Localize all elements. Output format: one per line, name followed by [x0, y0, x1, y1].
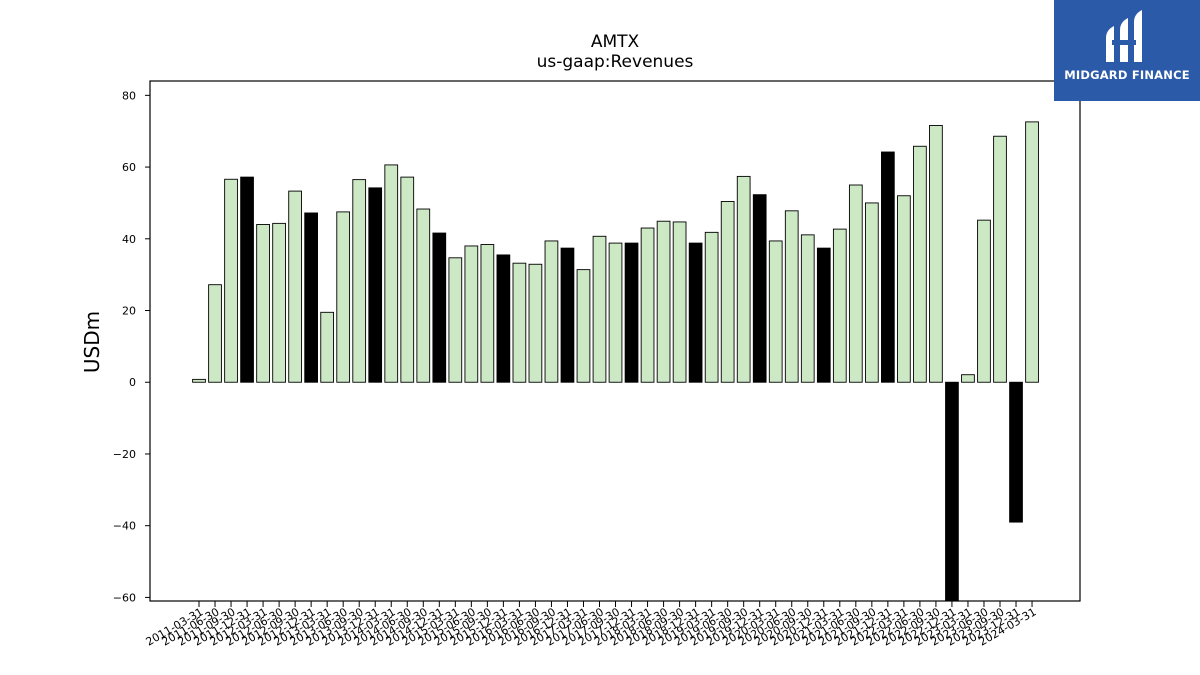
bar [432, 232, 447, 383]
logo-text: MIDGARD FINANCE [1064, 68, 1190, 82]
bar [464, 245, 479, 383]
bar [897, 195, 911, 383]
bars [192, 121, 1039, 602]
bar [864, 202, 879, 383]
bar [256, 223, 270, 383]
bar [544, 240, 559, 383]
bar [977, 219, 991, 383]
bar [768, 240, 783, 383]
bar [832, 228, 847, 383]
bar [560, 247, 575, 383]
chart-title: AMTX [590, 32, 640, 52]
y-tick-label: 0 [129, 376, 136, 389]
bar [224, 178, 238, 383]
bar [496, 254, 511, 383]
bar [400, 176, 415, 383]
bar [945, 381, 959, 602]
bar [240, 176, 254, 383]
bar [624, 242, 639, 383]
chart-subtitle: us-gaap:Revenues [536, 52, 694, 72]
bar [576, 269, 591, 383]
y-tick-label: −20 [113, 448, 136, 461]
bar [1025, 121, 1039, 383]
bar [592, 235, 607, 383]
bar [608, 242, 623, 383]
bar [1009, 381, 1023, 523]
bar [528, 263, 543, 383]
bar [352, 179, 367, 383]
bar [848, 184, 863, 383]
bar [736, 175, 751, 383]
bar [672, 221, 687, 383]
plot-frame [149, 80, 1081, 602]
bar [512, 262, 527, 383]
y-axis-ticks: 80 60 40 20 0 −20 −40 −60 [113, 89, 150, 604]
bar [336, 211, 351, 383]
bar [656, 220, 671, 383]
bar [816, 247, 831, 383]
bar [688, 242, 703, 383]
bar [192, 378, 206, 383]
y-tick-label: 80 [122, 89, 136, 102]
y-axis-label: USDm [80, 311, 104, 373]
midgard-finance-logo: MIDGARD FINANCE [1054, 0, 1200, 101]
bar [304, 212, 318, 383]
x-axis-ticks: 2011-03-312011-06-302011-09-302011-12-31… [144, 601, 1039, 649]
bar [320, 311, 335, 383]
bar [784, 210, 799, 383]
bar [704, 231, 719, 383]
bar [416, 208, 431, 383]
bar [993, 135, 1007, 383]
bar [272, 222, 286, 383]
bar [881, 151, 895, 383]
bar [800, 234, 815, 383]
bar [480, 244, 495, 383]
y-tick-label: −40 [113, 520, 136, 533]
bar [288, 190, 302, 383]
bar [368, 187, 383, 383]
y-tick-label: 60 [122, 161, 136, 174]
y-tick-label: −60 [113, 591, 136, 604]
bar [384, 164, 399, 383]
bar [720, 201, 735, 383]
bar [961, 374, 975, 383]
y-tick-label: 40 [122, 233, 136, 246]
bar [640, 227, 655, 383]
y-tick-label: 20 [122, 305, 136, 318]
bar [448, 257, 463, 383]
midgard-logo-icon [1106, 10, 1142, 62]
bar [913, 145, 927, 383]
bar [752, 194, 767, 383]
bar [208, 284, 222, 383]
bar [929, 125, 943, 383]
